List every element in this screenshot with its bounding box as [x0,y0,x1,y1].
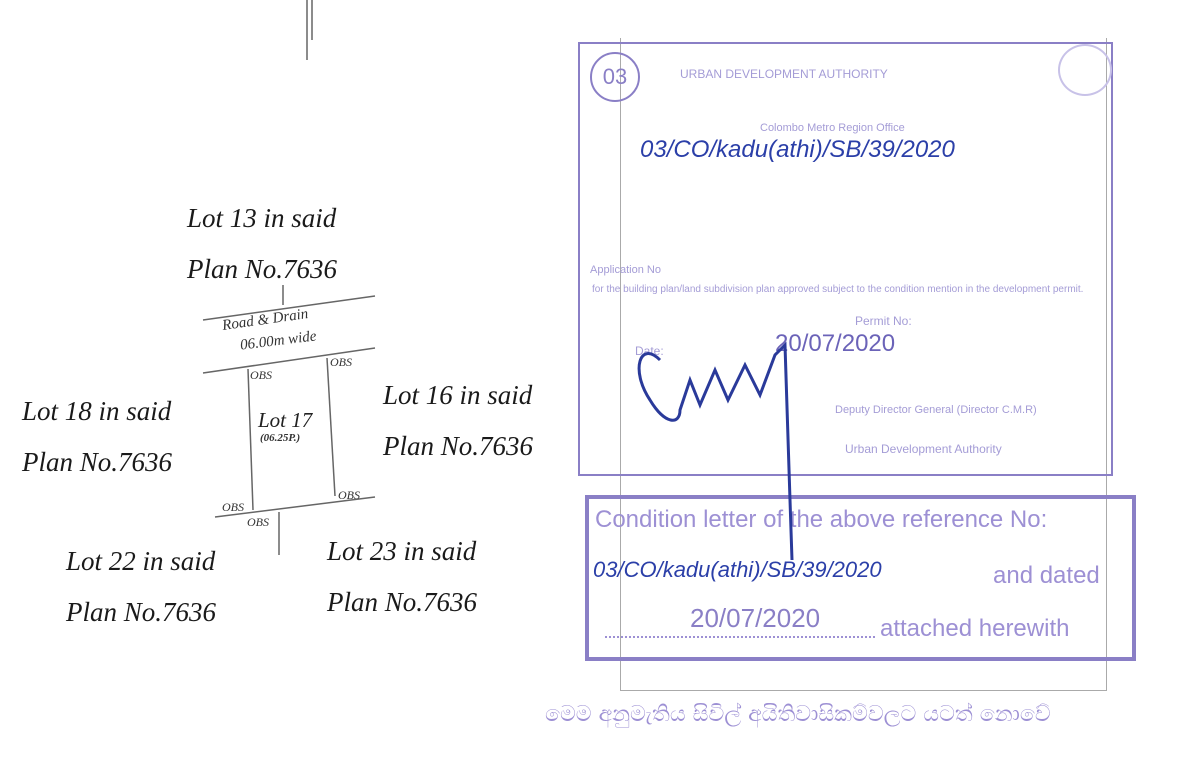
condition-attached: attached herewith [880,615,1070,642]
lot16-label: Lot 16 in said Plan No.7636 [383,380,534,461]
permit-label: Permit No: [855,314,912,328]
condition-line1: Condition letter of the above reference … [595,506,1048,533]
stamp-number-circle: 03 [590,52,640,102]
signatory-title: Deputy Director General (Director C.M.R) [835,404,1037,416]
condition-and-dated: and dated [993,562,1100,589]
obs-marker: OBS [247,515,269,529]
lot17-area: (06.25P.) [260,432,301,444]
lot13-label: Lot 13 in said Plan No.7636 [187,203,338,284]
signatory-org: Urban Development Authority [845,442,1002,456]
approval-stamp [578,42,1113,476]
obs-marker: OBS [222,500,244,514]
lot23-label: Lot 23 in said Plan No.7636 [327,536,478,617]
lot22-label: Lot 22 in said Plan No.7636 [66,546,217,627]
dotted-line [605,636,875,638]
approval-text: for the building plan/land subdivision p… [592,284,1084,295]
office-name: Colombo Metro Region Office [760,122,905,134]
seal-icon [1058,44,1112,96]
approval-date: 20/07/2020 [775,330,896,357]
obs-marker: OBS [250,368,272,382]
authority-name: URBAN DEVELOPMENT AUTHORITY [680,67,888,81]
lot17-label: Lot 17 [258,408,313,432]
condition-date: 20/07/2020 [690,603,821,633]
obs-marker: OBS [338,488,360,502]
application-label: Application No [590,264,661,276]
condition-stamp [585,495,1136,661]
condition-reference: 03/CO/kadu(athi)/SB/39/2020 [593,557,882,582]
document-frame [620,38,1107,691]
footer-disclaimer: මෙම අනුමැතිය සිවිල් අයිතිවාසිකම්වලට යටත්… [545,702,1051,727]
lot18-label: Lot 18 in said Plan No.7636 [22,396,173,477]
reference-number: 03/CO/kadu(athi)/SB/39/2020 [640,136,955,163]
obs-marker: OBS [330,355,352,369]
